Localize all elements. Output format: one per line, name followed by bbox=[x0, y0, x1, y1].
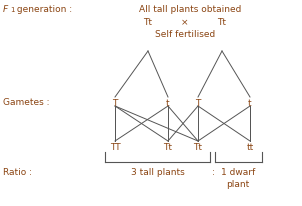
Text: generation :: generation : bbox=[14, 5, 72, 14]
Text: All tall plants obtained: All tall plants obtained bbox=[139, 5, 241, 14]
Text: 1: 1 bbox=[10, 7, 14, 13]
Text: plant: plant bbox=[226, 179, 250, 188]
Text: ×: × bbox=[181, 18, 189, 27]
Text: Gametes :: Gametes : bbox=[3, 97, 50, 107]
Text: t: t bbox=[166, 98, 170, 108]
Text: T: T bbox=[112, 98, 118, 108]
Text: Tt: Tt bbox=[194, 142, 203, 151]
Text: 3 tall plants: 3 tall plants bbox=[131, 167, 185, 176]
Text: F: F bbox=[3, 5, 8, 14]
Text: Tt: Tt bbox=[217, 18, 226, 27]
Text: tt: tt bbox=[246, 142, 254, 151]
Text: t: t bbox=[248, 98, 252, 108]
Text: Ratio :: Ratio : bbox=[3, 167, 32, 176]
Text: 1 dwarf: 1 dwarf bbox=[221, 167, 255, 176]
Text: Tt: Tt bbox=[143, 18, 153, 27]
Text: TT: TT bbox=[110, 142, 120, 151]
Text: :: : bbox=[212, 167, 214, 176]
Text: T: T bbox=[195, 98, 201, 108]
Text: Self fertilised: Self fertilised bbox=[155, 30, 215, 39]
Text: Tt: Tt bbox=[163, 142, 172, 151]
